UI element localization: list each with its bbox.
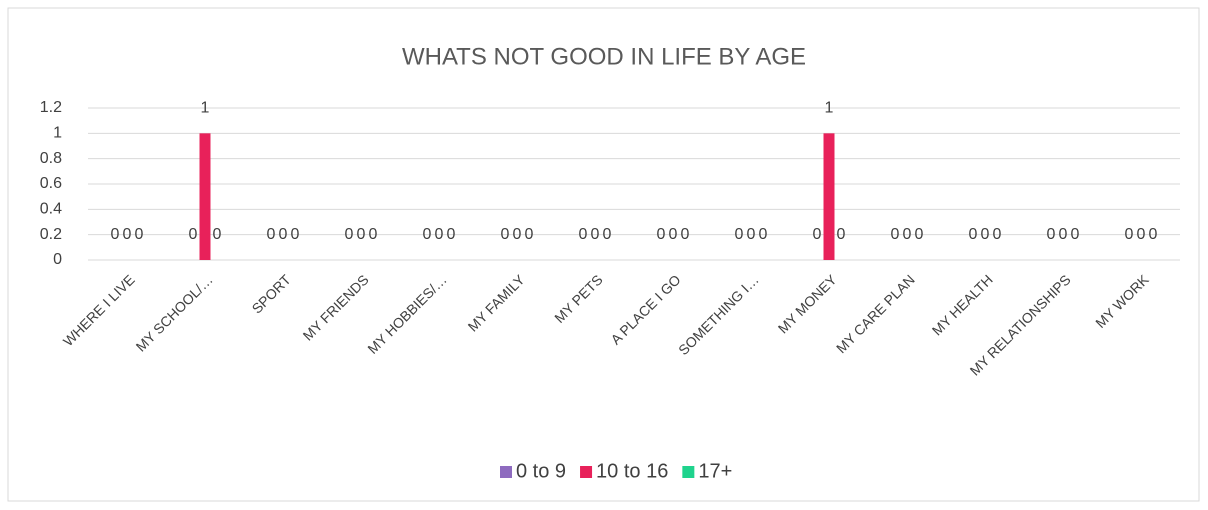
data-label: 0 [501, 226, 510, 243]
y-tick-label: 0.4 [40, 201, 62, 218]
data-label: 0 [1137, 226, 1146, 243]
data-label: 0 [657, 226, 666, 243]
data-label: 0 [837, 226, 846, 243]
data-label: 0 [915, 226, 924, 243]
data-label: 0 [591, 226, 600, 243]
data-label: 0 [669, 226, 678, 243]
data-label: 0 [969, 226, 978, 243]
y-tick-label: 0.2 [40, 226, 62, 243]
data-label: 0 [369, 226, 378, 243]
data-label: 0 [213, 226, 222, 243]
y-tick-label: 0.8 [40, 150, 62, 167]
legend-label: 0 to 9 [516, 460, 566, 482]
data-label: 0 [735, 226, 744, 243]
data-label: 0 [1071, 226, 1080, 243]
data-label: 0 [267, 226, 276, 243]
bar [823, 133, 835, 260]
data-label: 0 [423, 226, 432, 243]
legend-swatch [500, 466, 512, 478]
data-label: 0 [759, 226, 768, 243]
legend-swatch [580, 466, 593, 478]
data-label: 0 [357, 226, 366, 243]
data-label: 0 [747, 226, 756, 243]
data-label: 0 [579, 226, 588, 243]
y-tick-label: 0.6 [40, 175, 62, 192]
chart-border [7, 7, 1200, 502]
data-label: 0 [813, 226, 822, 243]
data-label: 0 [603, 226, 612, 243]
data-label: 0 [123, 226, 132, 243]
data-label: 0 [447, 226, 456, 243]
data-label: 0 [435, 226, 444, 243]
legend-swatch [682, 466, 695, 478]
data-label: 0 [525, 226, 534, 243]
data-label: 0 [981, 226, 990, 243]
data-label: 0 [891, 226, 900, 243]
data-label: 0 [903, 226, 912, 243]
data-label: 0 [291, 226, 300, 243]
data-label: 0 [681, 226, 690, 243]
legend-label: 17+ [698, 460, 732, 482]
data-label: 0 [279, 226, 288, 243]
data-label: 1 [201, 100, 210, 117]
data-label: 1 [825, 100, 834, 117]
chart-title: WHATS NOT GOOD IN LIFE BY AGE [402, 43, 806, 70]
data-label: 0 [1047, 226, 1056, 243]
y-tick-label: 0 [53, 251, 62, 268]
data-label: 0 [993, 226, 1002, 243]
data-label: 0 [1125, 226, 1134, 243]
legend-label: 10 to 16 [596, 460, 668, 482]
bar [199, 133, 211, 260]
data-label: 0 [135, 226, 144, 243]
data-label: 0 [111, 226, 120, 243]
y-tick-label: 1.2 [40, 99, 62, 116]
y-tick-label: 1 [53, 125, 62, 142]
data-label: 0 [1149, 226, 1158, 243]
data-label: 0 [513, 226, 522, 243]
data-label: 0 [1059, 226, 1068, 243]
data-label: 0 [189, 226, 198, 243]
data-label: 0 [345, 226, 354, 243]
